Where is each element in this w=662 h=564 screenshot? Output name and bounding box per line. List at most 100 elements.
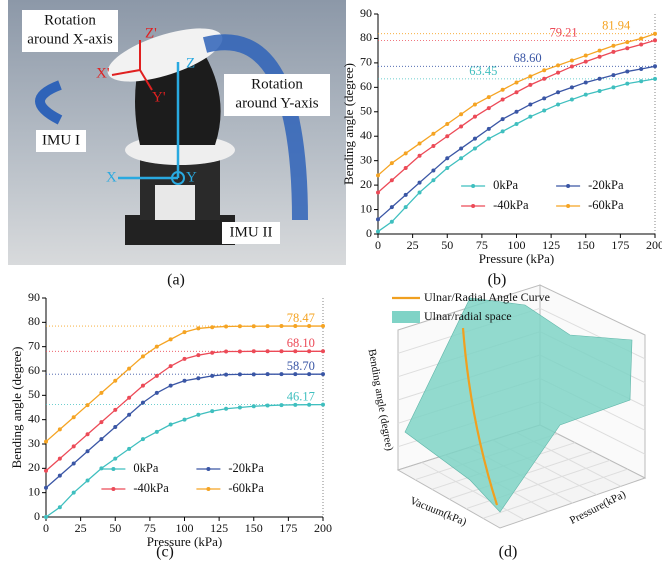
y-tick-label: 0 (34, 509, 40, 523)
point (445, 166, 449, 170)
point (445, 134, 449, 138)
y-tick-label: 10 (28, 484, 40, 498)
point (515, 122, 519, 126)
point (99, 420, 103, 424)
legend-label: 0kPa (493, 178, 518, 192)
point (639, 36, 643, 40)
point (528, 74, 532, 78)
y-tick-label: 40 (28, 411, 40, 425)
legend-label: -20kPa (588, 178, 624, 192)
point (44, 469, 48, 473)
point (390, 178, 394, 182)
point (404, 151, 408, 155)
y-tick-label: 70 (28, 338, 40, 352)
point (445, 122, 449, 126)
point (611, 73, 615, 77)
point (431, 178, 435, 182)
point (169, 337, 173, 341)
point (210, 374, 214, 378)
x-tick-label: 125 (542, 238, 560, 252)
y-tick-label: 20 (360, 177, 372, 191)
point (528, 115, 532, 119)
x-tick-label: 150 (577, 238, 595, 252)
point (196, 376, 200, 380)
axis-letter: Y (186, 169, 197, 185)
point (515, 110, 519, 114)
figure: Rotation around X-axis Rotation around Y… (0, 0, 662, 564)
point (72, 461, 76, 465)
point (528, 83, 532, 87)
photo-label: around Y-axis (235, 95, 318, 111)
point (445, 156, 449, 160)
point (598, 49, 602, 53)
legend-marker (566, 204, 570, 208)
x-tick-label: 200 (314, 521, 332, 535)
point (487, 137, 491, 141)
point (431, 144, 435, 148)
point (584, 80, 588, 84)
y-tick-label: 40 (360, 128, 372, 142)
point (487, 95, 491, 99)
point (542, 77, 546, 81)
point (99, 437, 103, 441)
point (639, 43, 643, 47)
x-tick-label: 200 (646, 238, 662, 252)
point (556, 102, 560, 106)
x-tick-label: 75 (476, 238, 488, 252)
point (183, 330, 187, 334)
point (58, 427, 62, 431)
point (86, 449, 90, 453)
y-tick-label: 70 (360, 55, 372, 69)
axis-letter: Y' (152, 89, 166, 105)
point (155, 374, 159, 378)
point (279, 403, 283, 407)
point (515, 90, 519, 94)
point (376, 230, 380, 234)
y-tick-label: 80 (28, 314, 40, 328)
point (528, 102, 532, 106)
x-tick-label: 75 (144, 521, 156, 535)
y-tick-label: 30 (360, 152, 372, 166)
point (487, 106, 491, 110)
point (625, 69, 629, 73)
point (570, 98, 574, 102)
point (459, 146, 463, 150)
y-tick-label: 50 (360, 104, 372, 118)
point (418, 154, 422, 158)
point (113, 408, 117, 412)
legend-label: -40kPa (133, 481, 169, 495)
point (72, 491, 76, 495)
point (584, 60, 588, 64)
series-line (46, 374, 323, 488)
value-label: 78.47 (287, 311, 315, 325)
point (155, 391, 159, 395)
point (584, 54, 588, 58)
point (501, 129, 505, 133)
y-tick-label: 60 (28, 363, 40, 377)
legend-label: -60kPa (228, 481, 264, 495)
legend-label: -20kPa (228, 461, 264, 475)
point (501, 117, 505, 121)
point (44, 515, 48, 519)
point (473, 146, 477, 150)
point (127, 396, 131, 400)
y-tick-label: 90 (360, 6, 372, 20)
point (473, 137, 477, 141)
point (611, 44, 615, 48)
point (169, 364, 173, 368)
point (210, 409, 214, 413)
x-tick-label: 25 (75, 521, 87, 535)
point (598, 55, 602, 59)
point (459, 124, 463, 128)
point (625, 40, 629, 44)
y-tick-label: 0 (366, 226, 372, 240)
point (501, 98, 505, 102)
point (127, 447, 131, 451)
point (501, 88, 505, 92)
point (113, 457, 117, 461)
x-tick-label: 150 (245, 521, 263, 535)
series-line (46, 326, 323, 442)
x-axis-title: Pressure (kPa) (479, 251, 554, 266)
point (570, 58, 574, 62)
y-tick-label: 50 (28, 387, 40, 401)
